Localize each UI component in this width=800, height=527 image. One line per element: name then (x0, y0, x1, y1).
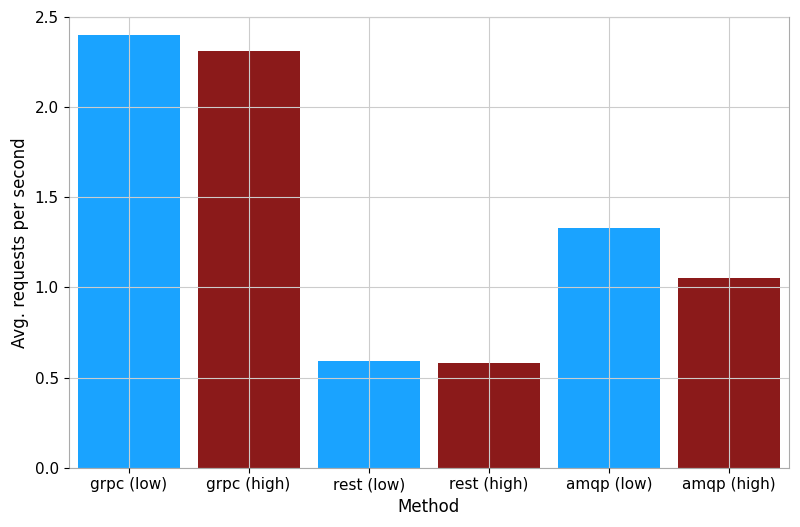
X-axis label: Method: Method (398, 498, 460, 516)
Bar (678, 278, 780, 467)
Bar (438, 363, 540, 467)
Bar (558, 228, 660, 467)
Bar (198, 51, 300, 467)
Bar (78, 35, 179, 467)
Bar (318, 362, 420, 467)
Y-axis label: Avg. requests per second: Avg. requests per second (11, 137, 29, 348)
